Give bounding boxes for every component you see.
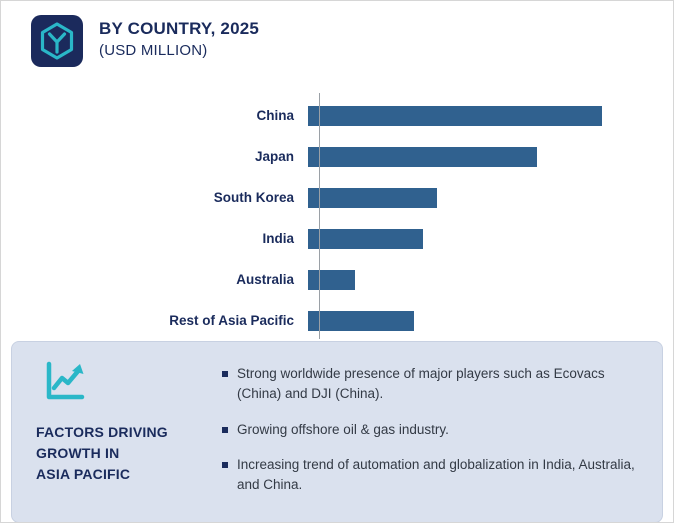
category-label: South Korea [213,190,294,205]
bar-chart: China Japan South Korea India Australia Rest … [1,81,673,339]
factors-panel: FACTORS DRIVING GROWTH IN ASIA PACIFIC S… [11,341,663,522]
bar-row: India [1,218,673,259]
bar-row: China [1,95,673,136]
chart-subtitle: (USD MILLION) [99,42,208,59]
bullet-item: Growing offshore oil & gas industry. [222,420,642,440]
chart-title: BY COUNTRY, 2025 [99,19,260,38]
factors-heading: FACTORS DRIVING GROWTH IN ASIA PACIFIC [36,424,168,482]
bar-row: Japan [1,136,673,177]
bar-row: Australia [1,259,673,300]
bar [308,146,537,167]
bullet-item: Strong worldwide presence of major playe… [222,364,642,405]
bar [308,228,423,249]
category-label: India [262,231,294,246]
title-block: BY COUNTRY, 2025 (USD MILLION) [99,15,259,59]
factors-bullet-list: Strong worldwide presence of major playe… [208,354,642,510]
bar [308,269,355,290]
factors-panel-left: FACTORS DRIVING GROWTH IN ASIA PACIFIC [36,354,208,510]
bar-rows: China Japan South Korea India Australia Rest … [1,95,673,341]
category-label: Japan [254,149,294,164]
category-label: China [256,108,294,123]
category-axis-line [319,93,320,339]
bar [308,310,414,331]
bullet-item: Increasing trend of automation and globa… [222,455,642,496]
bar [308,105,602,126]
header: BY COUNTRY, 2025 (USD MILLION) [1,1,673,81]
bar-row: Rest of Asia Pacific [1,300,673,341]
line-chart-icon [42,358,88,404]
category-label: Rest of Asia Pacific [169,313,294,328]
bar-row: South Korea [1,177,673,218]
bar [308,187,437,208]
brand-hexagon-y-logo-icon [31,15,83,67]
category-label: Australia [236,272,294,287]
